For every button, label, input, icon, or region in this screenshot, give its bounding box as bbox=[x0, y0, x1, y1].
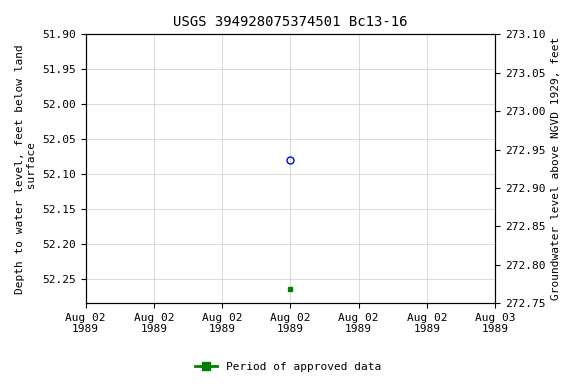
Y-axis label: Groundwater level above NGVD 1929, feet: Groundwater level above NGVD 1929, feet bbox=[551, 37, 561, 300]
Y-axis label: Depth to water level, feet below land
 surface: Depth to water level, feet below land su… bbox=[15, 44, 37, 294]
Title: USGS 394928075374501 Bc13-16: USGS 394928075374501 Bc13-16 bbox=[173, 15, 408, 29]
Legend: Period of approved data: Period of approved data bbox=[191, 358, 385, 377]
